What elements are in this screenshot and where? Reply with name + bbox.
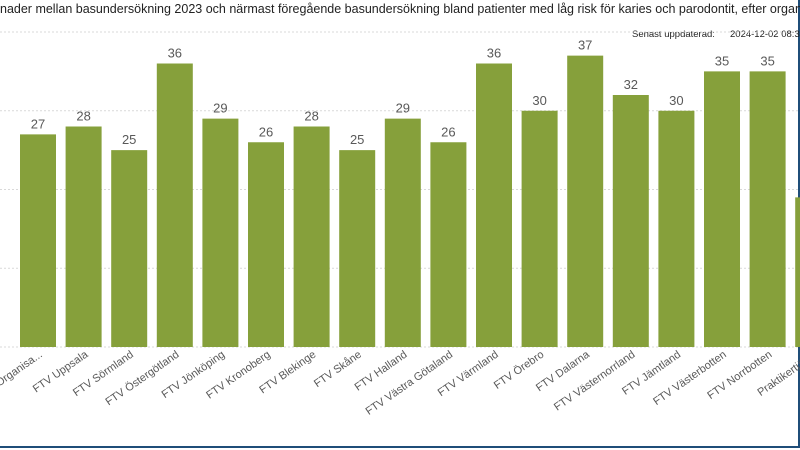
bar [430,142,467,347]
data-label: 30 [669,93,683,108]
data-label: 25 [122,132,136,147]
data-label: 35 [760,53,774,68]
bar [612,95,649,347]
bar [795,197,800,347]
bar [567,55,604,347]
bar [521,110,558,347]
bar [339,150,376,347]
bar [384,118,421,347]
data-label: 28 [304,109,318,124]
data-label: 28 [76,109,90,124]
data-label: 36 [487,46,501,61]
bar [248,142,284,347]
x-tick-label: FTV Västernorrland [552,349,638,414]
data-label: 32 [624,77,638,92]
last-updated-label: Senast uppdaterad: [632,29,715,40]
x-tick-label: FTV Västra Götaland [364,349,456,418]
bar [749,71,786,347]
data-label: 25 [350,132,364,147]
bar [293,126,330,347]
chart-title: nader mellan basundersökning 2023 och nä… [0,2,800,16]
data-label: 26 [259,124,273,139]
bar [65,126,102,347]
data-label: 30 [532,93,546,108]
data-label: 26 [441,124,455,139]
bar [704,71,740,347]
bar [156,63,193,347]
data-label: 37 [578,38,592,53]
bar [202,118,239,347]
data-label: 27 [31,116,45,131]
data-label: 29 [213,101,227,116]
bar [20,134,56,347]
last-updated-value: 2024-12-02 08:33 [730,29,800,40]
data-label: 35 [715,53,729,68]
data-label: 29 [396,101,410,116]
bar [111,150,148,347]
data-label: 36 [168,46,182,61]
bar [476,63,512,347]
bar [658,110,695,347]
